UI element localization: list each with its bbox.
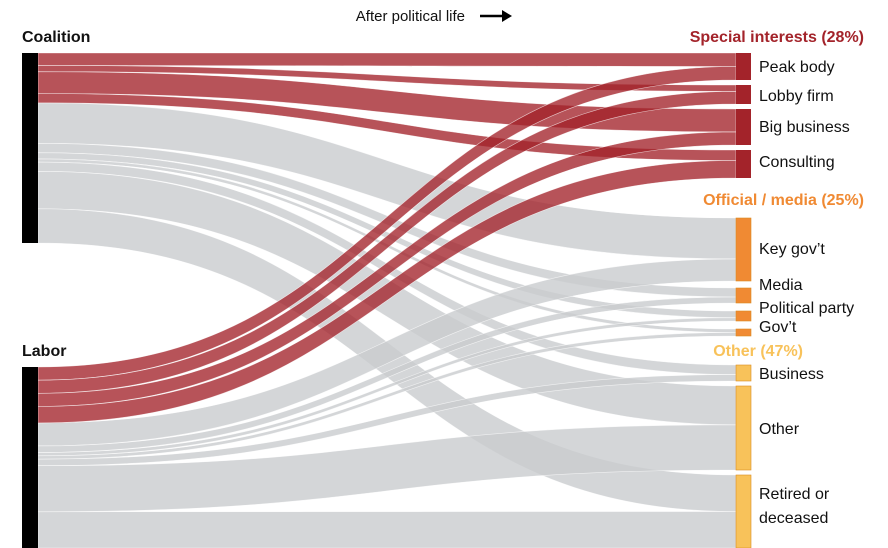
- target-label-media: Media: [759, 277, 803, 294]
- target-label-keygov: Key gov’t: [759, 241, 825, 258]
- arrow-right-icon: [480, 10, 512, 22]
- target-label-peak: Peak body: [759, 59, 835, 76]
- flow-labor-to-retired: [37, 511, 737, 548]
- target-bar-peak: [736, 53, 751, 80]
- group-label-other: Other (47%): [713, 343, 803, 360]
- source-label-coalition: Coalition: [22, 29, 90, 46]
- target-bar-consult: [736, 150, 751, 178]
- target-label-big: Big business: [759, 119, 850, 136]
- header-label: After political life: [356, 8, 465, 25]
- source-label-labor: Labor: [22, 343, 66, 360]
- target-bar-lobby: [736, 85, 751, 104]
- target-bar-media: [735, 287, 752, 304]
- node-layer: [22, 53, 752, 548]
- target-label-retired: Retired or deceased: [759, 486, 830, 527]
- target-label-party: Political party: [759, 300, 854, 317]
- target-label-other: Other: [759, 421, 800, 438]
- target-bar-other: [735, 385, 752, 471]
- source-bar-coalition: [22, 53, 38, 243]
- target-bar-big: [736, 109, 751, 145]
- target-bar-party: [735, 310, 752, 322]
- target-label-business: Business: [759, 366, 824, 383]
- target-bar-retired: [735, 474, 752, 548]
- flow-coalition-to-peak: [37, 52, 737, 67]
- label-layer: Peak body Lobby firm Big business Consultin…: [759, 59, 854, 527]
- target-bar-keygov: [735, 217, 752, 282]
- target-label-lobby: Lobby firm: [759, 88, 834, 105]
- target-label-consult: Consulting: [759, 154, 835, 171]
- group-label-special-interests: Special interests (28%): [690, 29, 864, 46]
- source-bar-labor: [22, 367, 38, 548]
- target-bar-gov: [735, 328, 752, 337]
- group-label-official-media: Official / media (25%): [703, 192, 864, 209]
- target-label-gov: Gov’t: [759, 319, 797, 336]
- flow-layer: [37, 52, 737, 548]
- target-bar-business: [735, 364, 752, 382]
